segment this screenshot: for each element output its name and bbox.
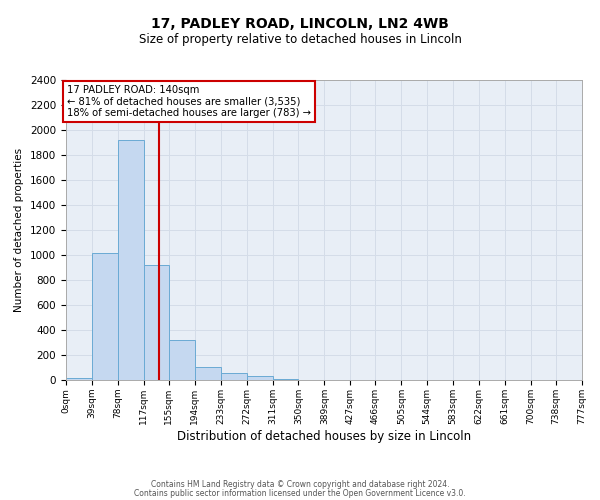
Y-axis label: Number of detached properties: Number of detached properties	[14, 148, 25, 312]
Bar	[247, 376, 272, 380]
Text: 17, PADLEY ROAD, LINCOLN, LN2 4WB: 17, PADLEY ROAD, LINCOLN, LN2 4WB	[151, 18, 449, 32]
Bar	[221, 373, 247, 380]
Text: Size of property relative to detached houses in Lincoln: Size of property relative to detached ho…	[139, 32, 461, 46]
Text: Contains public sector information licensed under the Open Government Licence v3: Contains public sector information licen…	[134, 488, 466, 498]
Bar	[92, 252, 118, 380]
Bar	[169, 340, 195, 380]
Text: 17 PADLEY ROAD: 140sqm
← 81% of detached houses are smaller (3,535)
18% of semi-: 17 PADLEY ROAD: 140sqm ← 81% of detached…	[67, 85, 311, 118]
X-axis label: Distribution of detached houses by size in Lincoln: Distribution of detached houses by size …	[177, 430, 471, 442]
Text: Contains HM Land Registry data © Crown copyright and database right 2024.: Contains HM Land Registry data © Crown c…	[151, 480, 449, 489]
Bar	[66, 378, 92, 380]
Bar	[195, 366, 221, 380]
Bar	[118, 140, 143, 380]
Bar	[143, 265, 169, 380]
